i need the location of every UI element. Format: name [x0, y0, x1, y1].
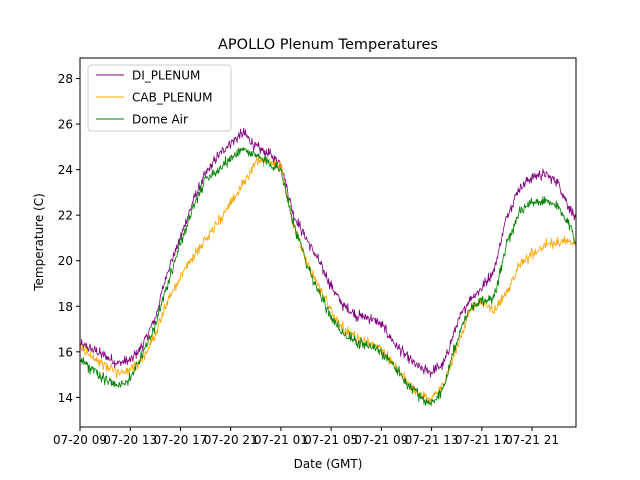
x-tick-label: 07-21 01 [254, 433, 308, 447]
x-tick-label: 07-20 21 [204, 433, 258, 447]
x-tick-label: 07-20 09 [53, 433, 107, 447]
series-layer [79, 127, 577, 407]
y-tick-label: 14 [58, 391, 73, 405]
y-tick-label: 28 [58, 72, 73, 86]
y-tick-label: 22 [58, 209, 73, 223]
y-tick-label: 16 [58, 345, 73, 359]
series-line-di-plenum [79, 127, 577, 378]
legend: DI_PLENUM CAB_PLENUM Dome Air [87, 64, 232, 132]
legend-label: DI_PLENUM [132, 69, 200, 83]
legend-label: CAB_PLENUM [132, 91, 212, 105]
y-tick-label: 26 [58, 118, 73, 132]
x-tick-label: 07-21 21 [505, 433, 559, 447]
x-tick-label: 07-21 05 [304, 433, 358, 447]
y-axis-label: Temperature (C) [32, 193, 46, 292]
y-tick-label: 20 [58, 254, 73, 268]
y-tick-label: 18 [58, 300, 73, 314]
x-tick-label: 07-20 17 [153, 433, 207, 447]
legend-box [87, 64, 232, 132]
legend-label: Dome Air [132, 113, 188, 127]
chart-title: APOLLO Plenum Temperatures [218, 37, 438, 53]
y-tick-label: 24 [58, 163, 73, 177]
y-axis: 14 16 18 20 22 24 26 28 [58, 72, 80, 405]
x-tick-label: 07-21 13 [405, 433, 459, 447]
plot-frame [79, 57, 577, 428]
x-axis-label: Date (GMT) [294, 457, 363, 471]
x-tick-label: 07-20 13 [103, 433, 157, 447]
x-tick-label: 07-21 09 [354, 433, 408, 447]
series-line-dome-air [79, 147, 577, 407]
x-tick-label: 07-21 17 [455, 433, 509, 447]
